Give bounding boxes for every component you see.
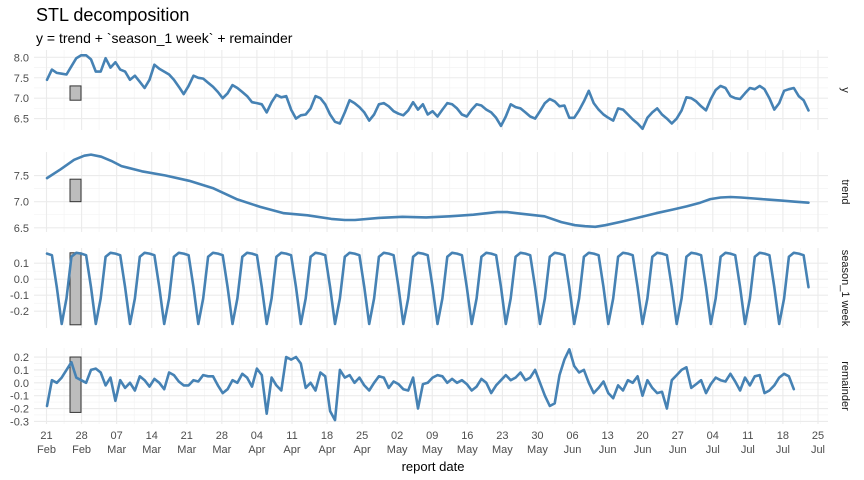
panel-3-y-tick-label: 0.2	[14, 352, 29, 364]
chart-subtitle: y = trend + `season_1 week` + remainder	[36, 30, 293, 46]
panel-3-y-tick-label: -0.2	[10, 404, 29, 416]
x-axis-label: report date	[402, 459, 465, 474]
x-tick-month: Jul	[706, 444, 720, 456]
x-tick-day: 06	[566, 430, 578, 442]
x-tick-day: 25	[356, 430, 368, 442]
x-tick-day: 18	[777, 430, 789, 442]
x-tick-day: 28	[216, 430, 228, 442]
panel-0-range-bar	[69, 85, 82, 101]
x-tick-month: Jun	[669, 444, 687, 456]
panel-0-y-tick-label: 7.0	[14, 93, 29, 105]
panel-2-y-tick-label: 0.0	[14, 274, 29, 286]
x-tick-month: Jul	[776, 444, 790, 456]
panel-3-y-tick-label: 0.0	[14, 378, 29, 390]
panel-2-series-line	[45, 251, 810, 326]
x-tick-day: 07	[111, 430, 123, 442]
panel-1-strip-label: trend	[839, 179, 851, 204]
x-tick-day: 11	[286, 430, 297, 442]
panel-3-series-line	[45, 347, 796, 422]
x-tick-day: 04	[707, 430, 719, 442]
x-tick-month: Jul	[811, 444, 825, 456]
x-tick-day: 16	[461, 430, 473, 442]
panel-2-y-tick-label: -0.2	[10, 306, 29, 318]
panel-3-y-tick-label: -0.1	[10, 391, 29, 403]
x-tick-day: 13	[601, 430, 613, 442]
x-tick-day: 25	[812, 430, 824, 442]
x-tick-month: Feb	[37, 444, 56, 456]
x-tick-day: 14	[146, 430, 158, 442]
x-tick-month: Jun	[564, 444, 582, 456]
x-tick-month: May	[422, 444, 443, 456]
x-tick-month: Mar	[212, 444, 231, 456]
x-tick-day: 21	[181, 430, 193, 442]
x-tick-day: 23	[496, 430, 508, 442]
panel-0-y-tick-label: 6.5	[14, 114, 29, 126]
x-tick-month: Apr	[248, 444, 265, 456]
x-tick-month: Jun	[634, 444, 652, 456]
x-tick-day: 27	[672, 430, 684, 442]
x-tick-month: May	[457, 444, 478, 456]
x-tick-month: Mar	[177, 444, 196, 456]
x-tick-month: Mar	[107, 444, 126, 456]
chart-title: STL decomposition	[36, 5, 190, 25]
x-tick-day: 09	[426, 430, 438, 442]
x-tick-month: May	[387, 444, 408, 456]
panel-0-y-tick-label: 7.5	[14, 73, 29, 85]
x-tick-month: May	[527, 444, 548, 456]
panel-0-strip-label: y	[839, 87, 851, 93]
panel-3-y-tick-label: 0.1	[14, 365, 29, 377]
panel-2-y-tick-label: -0.1	[10, 290, 29, 302]
x-tick-month: Apr	[318, 444, 335, 456]
x-tick-day: 18	[321, 430, 333, 442]
x-tick-day: 21	[40, 430, 52, 442]
x-tick-day: 30	[531, 430, 543, 442]
x-tick-day: 04	[251, 430, 263, 442]
x-tick-day: 02	[391, 430, 403, 442]
x-tick-month: Mar	[142, 444, 161, 456]
panel-0-series-line	[45, 53, 810, 131]
x-tick-month: Apr	[283, 444, 300, 456]
panel-1-y-tick-label: 6.5	[14, 223, 29, 235]
x-tick-month: Jun	[599, 444, 617, 456]
panel-1-series-line	[45, 153, 810, 229]
panel-3-y-tick-label: -0.3	[10, 416, 29, 428]
x-tick-day: 11	[742, 430, 753, 442]
panel-0-y-tick-label: 8.0	[14, 52, 29, 64]
panel-1-y-tick-label: 7.0	[14, 197, 29, 209]
x-tick-month: Jul	[741, 444, 755, 456]
panel-2-y-tick-label: 0.1	[14, 258, 29, 270]
x-tick-month: May	[492, 444, 513, 456]
x-tick-month: Feb	[72, 444, 91, 456]
panel-1-range-bar	[69, 178, 82, 203]
panel-3-strip-label: remainder	[839, 361, 851, 411]
panel-1-y-tick-label: 7.5	[14, 171, 29, 183]
x-tick-month: Apr	[354, 444, 371, 456]
x-tick-day: 28	[75, 430, 87, 442]
panel-3-range-bar	[69, 356, 82, 413]
x-tick-day: 20	[637, 430, 649, 442]
panel-2-strip-label: season_1 week	[839, 250, 851, 327]
